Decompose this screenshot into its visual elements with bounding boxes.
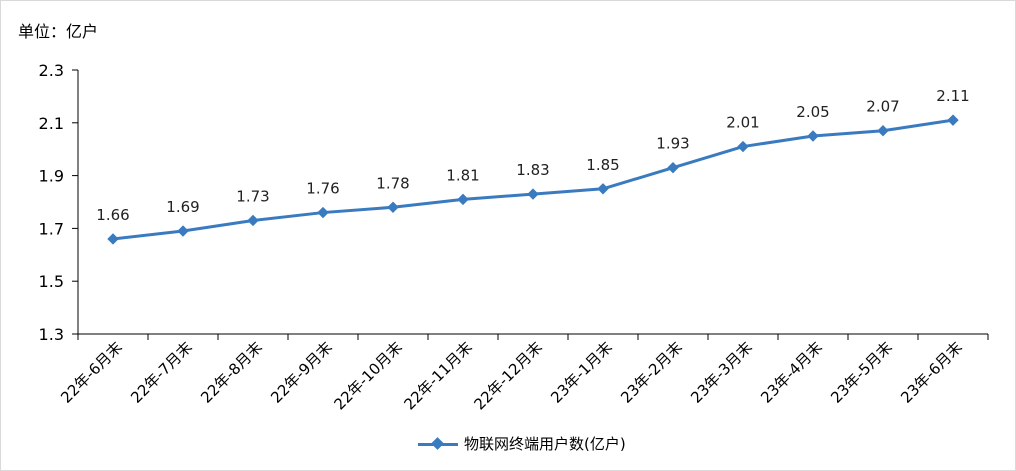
data-label: 2.11 [936,87,969,105]
x-tick-label: 23年-1月末 [547,338,616,407]
y-tick-label: 1.9 [39,167,64,186]
data-point-marker [667,161,679,174]
series-line [112,118,954,241]
data-point-marker [597,183,609,195]
data-point-marker [457,193,469,206]
y-tick-label: 1.7 [39,219,64,238]
legend: 物联网终端用户数(亿户) [418,433,626,454]
x-tick-label: 22年-7月末 [127,338,196,407]
x-tick-label: 22年-6月末 [57,338,126,407]
x-tick-label: 22年-9月末 [267,338,336,407]
legend-label: 物联网终端用户数(亿户) [464,435,626,453]
data-label: 1.76 [306,180,339,198]
data-labels: 1.66 1.69 1.73 1.76 1.78 1.81 1.83 1.85 1.93 2.01… [96,87,969,224]
data-point-marker [107,233,119,245]
data-label: 2.05 [796,103,829,121]
data-label: 1.73 [236,187,269,205]
axes [72,69,989,340]
y-tick-label: 2.3 [39,61,64,80]
y-tick-label: 1.3 [39,325,64,344]
x-tick-label: 22年-8月末 [197,338,266,407]
data-point-marker [317,206,329,219]
data-point-marker [177,225,189,237]
data-label: 2.01 [726,114,759,132]
data-point-marker [947,114,959,126]
legend-marker-icon [418,434,458,454]
x-tick-label: 22年-12月末 [470,338,545,413]
x-tick-label: 22年-11月末 [400,338,475,413]
data-label: 1.93 [656,135,689,153]
data-point-marker [247,214,259,227]
data-label: 1.85 [586,156,619,174]
data-label: 2.07 [866,98,899,116]
x-tick-label: 23年-5月末 [827,338,896,407]
x-tick-label: 22年-10月末 [330,338,405,413]
data-label: 1.78 [376,174,409,192]
x-tick-label: 23年-6月末 [897,338,966,407]
data-label: 1.83 [516,161,549,179]
x-tick-label: 23年-3月末 [687,338,756,407]
data-point-marker [387,201,399,213]
y-tick-label: 1.5 [39,272,64,291]
x-tick-labels: 22年-6月末 22年-7月末 22年-8月末 22年-9月末22年-10月末22年-… [57,338,966,413]
data-point-marker [877,125,889,137]
data-label: 1.69 [166,198,199,216]
y-tick-label: 2.1 [39,114,64,133]
data-label: 1.66 [96,206,129,224]
data-point-marker [737,140,749,153]
data-point-marker [807,130,819,142]
x-tick-label: 23年-4月末 [757,338,826,407]
series-group [107,114,959,245]
data-label: 1.81 [446,166,479,184]
x-tick-label: 23年-2月末 [617,338,686,407]
data-point-marker [527,188,539,200]
y-tick-labels: 1.3 1.5 1.7 1.9 2.1 2.3 [39,61,64,344]
unit-label: 单位：亿户 [18,22,99,41]
